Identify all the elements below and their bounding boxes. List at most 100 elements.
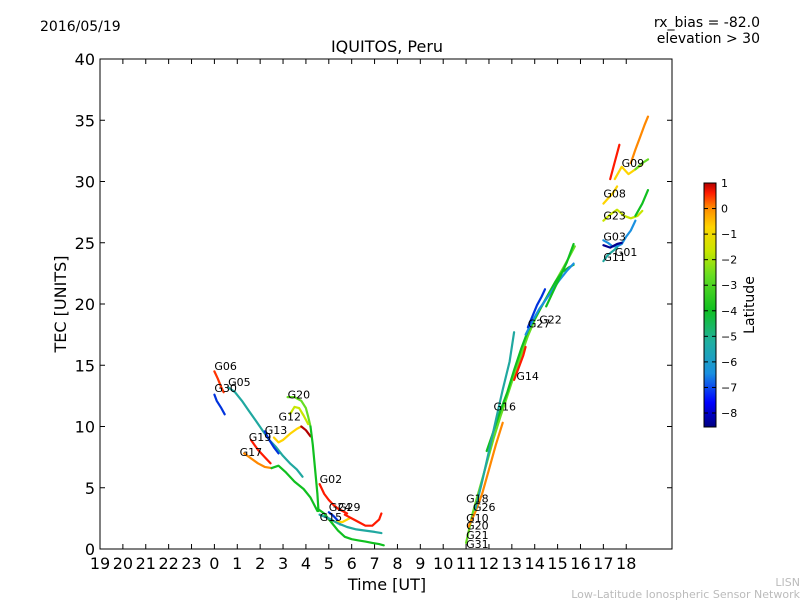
series-line-26 bbox=[602, 185, 619, 205]
colorbar-tick-label: −5 bbox=[721, 330, 737, 343]
series-line-24 bbox=[526, 288, 547, 329]
colorbar-tick-label: 1 bbox=[721, 177, 728, 190]
satellite-label: G12 bbox=[278, 410, 301, 423]
series-line-3 bbox=[243, 452, 273, 470]
series-line-6 bbox=[263, 430, 280, 455]
series-line-32 bbox=[634, 189, 650, 217]
series-line-30 bbox=[629, 115, 650, 165]
chart-title: IQUITOS, Peru bbox=[331, 37, 443, 56]
y-tick-label: 30 bbox=[75, 173, 95, 192]
series-line-22 bbox=[512, 345, 527, 381]
satellite-label: G13 bbox=[265, 424, 288, 437]
series-line-11 bbox=[288, 405, 310, 426]
satellite-label: G10 bbox=[466, 512, 489, 525]
x-tick-label: 18 bbox=[616, 554, 636, 573]
series-line-10 bbox=[309, 425, 320, 513]
satellite-label: G24 bbox=[329, 501, 352, 514]
x-axis: 19 20 21 22 23 0 1 2 3 4 5 6 7 8 9 10 11 12 13 14 15 16 17 18 bbox=[90, 59, 636, 573]
y-axis: 0 5 10 15 20 25 30 35 40 bbox=[75, 50, 672, 559]
series-line-29 bbox=[609, 143, 621, 181]
satellite-label: G02 bbox=[320, 473, 343, 486]
x-tick-label: 10 bbox=[433, 554, 453, 573]
satellite-label: G20 bbox=[466, 519, 489, 532]
series-line-5 bbox=[249, 438, 272, 465]
satellite-label: G21 bbox=[466, 529, 489, 542]
y-tick-label: 10 bbox=[75, 418, 95, 437]
series-line-9 bbox=[286, 396, 312, 428]
series-line-12 bbox=[318, 483, 349, 515]
satellite-label: G30 bbox=[214, 382, 237, 395]
x-tick-label: 8 bbox=[392, 554, 402, 573]
x-tick-label: 14 bbox=[525, 554, 545, 573]
series-line-4 bbox=[270, 464, 319, 513]
colorbar-ticks: 1 0 −1 −2 −3 −4 −5 −6 −7 −8 bbox=[704, 177, 737, 420]
y-tick-label: 0 bbox=[85, 540, 95, 559]
y-tick-label: 40 bbox=[75, 50, 95, 69]
satellite-labels: G06G05G30G17G19G13G12G20G02G15G24G29G18G… bbox=[214, 157, 644, 551]
y-tick-label: 15 bbox=[75, 356, 95, 375]
series-line-35 bbox=[602, 246, 619, 263]
x-tick-label: 7 bbox=[369, 554, 379, 573]
satellite-label: G17 bbox=[240, 446, 263, 459]
date-label: 2016/05/19 bbox=[40, 19, 121, 35]
colorbar-tick-label: −6 bbox=[721, 356, 737, 369]
colorbar-tick-label: −1 bbox=[721, 228, 737, 241]
footer-lisn: LISN bbox=[775, 576, 800, 589]
x-axis-label: Time [UT] bbox=[347, 575, 426, 594]
x-tick-label: 1 bbox=[232, 554, 242, 573]
x-tick-label: 20 bbox=[113, 554, 133, 573]
satellite-label: G14 bbox=[516, 370, 539, 383]
x-tick-label: 16 bbox=[570, 554, 590, 573]
footer-network: Low-Latitude Ionospheric Sensor Network bbox=[571, 588, 800, 600]
x-tick-label: 9 bbox=[415, 554, 425, 573]
satellite-label: G18 bbox=[466, 492, 489, 505]
series-line-7 bbox=[272, 425, 303, 444]
satellite-label: G19 bbox=[249, 431, 272, 444]
series-line-15 bbox=[343, 512, 383, 527]
satellite-label: G22 bbox=[539, 314, 562, 327]
x-tick-label: 22 bbox=[158, 554, 178, 573]
series-layer bbox=[213, 115, 650, 547]
colorbar-tick-label: −3 bbox=[721, 279, 737, 292]
series-line-19 bbox=[467, 421, 504, 529]
satellite-label: G09 bbox=[622, 157, 645, 170]
satellite-label: G11 bbox=[603, 251, 626, 264]
series-line-33 bbox=[602, 219, 637, 248]
x-tick-label: 2 bbox=[255, 554, 265, 573]
colorbar-label: Latitude bbox=[742, 276, 758, 334]
y-tick-label: 25 bbox=[75, 234, 95, 253]
x-tick-label: 6 bbox=[347, 554, 357, 573]
colorbar-tick-label: 0 bbox=[721, 203, 728, 216]
x-tick-label: 21 bbox=[136, 554, 156, 573]
satellite-label: G29 bbox=[338, 501, 361, 514]
series-line-0 bbox=[213, 370, 225, 394]
series-line-28 bbox=[634, 158, 650, 171]
x-tick-label: 0 bbox=[209, 554, 219, 573]
satellite-label: G15 bbox=[320, 511, 343, 524]
satellite-label: G31 bbox=[466, 538, 489, 551]
y-tick-label: 5 bbox=[85, 479, 95, 498]
rx-bias-label: rx_bias = -82.0 bbox=[654, 15, 760, 31]
colorbar bbox=[703, 182, 717, 428]
x-tick-label: 5 bbox=[324, 554, 334, 573]
satellite-label: G08 bbox=[603, 187, 626, 200]
x-tick-label: 15 bbox=[547, 554, 567, 573]
colorbar-tick-label: −2 bbox=[721, 254, 737, 267]
satellite-label: G26 bbox=[473, 501, 496, 514]
y-axis-label: TEC [UNITS] bbox=[51, 256, 70, 354]
satellite-label: G27 bbox=[528, 317, 551, 330]
colorbar-tick-label: −8 bbox=[721, 407, 737, 420]
satellite-label: G06 bbox=[214, 360, 237, 373]
x-tick-label: 17 bbox=[593, 554, 613, 573]
y-tick-label: 20 bbox=[75, 295, 95, 314]
elevation-label: elevation > 30 bbox=[657, 31, 760, 47]
satellite-label: G16 bbox=[494, 401, 517, 414]
plot-area bbox=[99, 58, 673, 550]
series-line-31 bbox=[602, 208, 644, 222]
series-line-23 bbox=[524, 262, 575, 336]
series-line-8 bbox=[300, 425, 312, 438]
x-tick-label: 19 bbox=[90, 554, 110, 573]
colorbar-tick-label: −4 bbox=[721, 305, 737, 318]
y-tick-label: 35 bbox=[75, 111, 95, 130]
